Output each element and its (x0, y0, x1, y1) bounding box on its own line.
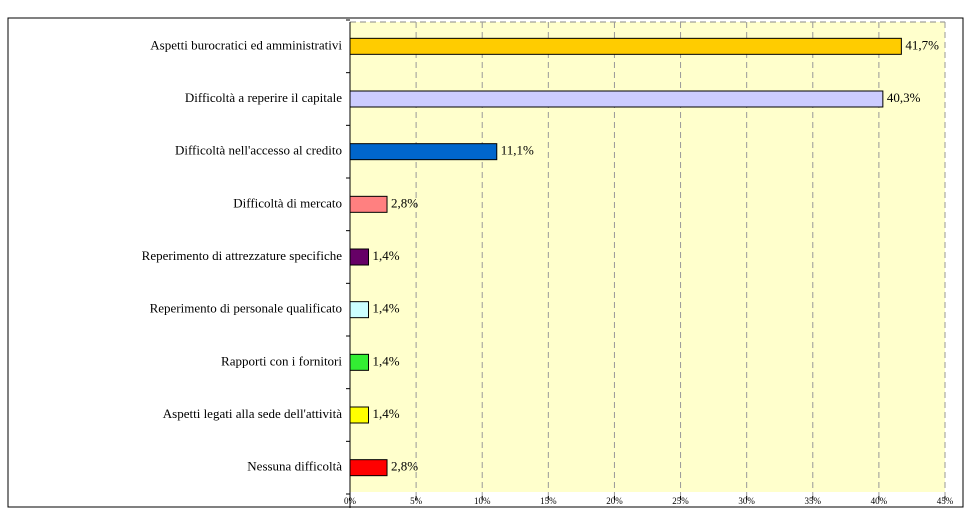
x-tick-label: 45% (937, 496, 954, 506)
bar (349, 459, 388, 477)
bar (349, 90, 884, 108)
y-tick-label: Reperimento di attrezzature specifiche (142, 248, 343, 263)
data-label: 2,8% (391, 195, 418, 210)
data-label: 11,1% (501, 143, 534, 158)
bar (349, 143, 498, 161)
x-tick-label: 10% (474, 496, 491, 506)
data-label: 41,7% (905, 37, 939, 52)
y-tick-label: Aspetti burocratici ed amministrativi (150, 37, 342, 52)
y-tick-label: Difficoltà a reperire il capitale (185, 90, 342, 105)
bar (349, 248, 370, 266)
y-tick-label: Rapporti con i fornitori (221, 353, 342, 368)
x-tick-label: 30% (738, 496, 755, 506)
bar (349, 301, 370, 319)
y-tick-label: Difficoltà nell'accesso al credito (175, 143, 342, 158)
x-tick-label: 5% (410, 496, 423, 506)
y-tick-label: Reperimento di personale qualificato (150, 301, 342, 316)
bar (349, 406, 370, 424)
bar (349, 37, 902, 55)
x-tick-label: 25% (672, 496, 689, 506)
y-tick-label: Nessuna difficoltà (247, 459, 342, 474)
x-tick-label: 35% (805, 496, 822, 506)
data-label: 1,4% (373, 353, 400, 368)
bar (349, 353, 370, 371)
x-tick-label: 20% (606, 496, 623, 506)
data-label: 2,8% (391, 459, 418, 474)
x-tick-label: 40% (871, 496, 888, 506)
data-label: 1,4% (373, 248, 400, 263)
bar (349, 195, 388, 213)
y-tick-label: Difficoltà di mercato (233, 195, 342, 210)
data-label: 40,3% (887, 90, 921, 105)
y-tick-label: Aspetti legati alla sede dell'attività (163, 406, 342, 421)
data-label: 1,4% (373, 406, 400, 421)
x-tick-label: 15% (540, 496, 557, 506)
data-label: 1,4% (373, 301, 400, 316)
